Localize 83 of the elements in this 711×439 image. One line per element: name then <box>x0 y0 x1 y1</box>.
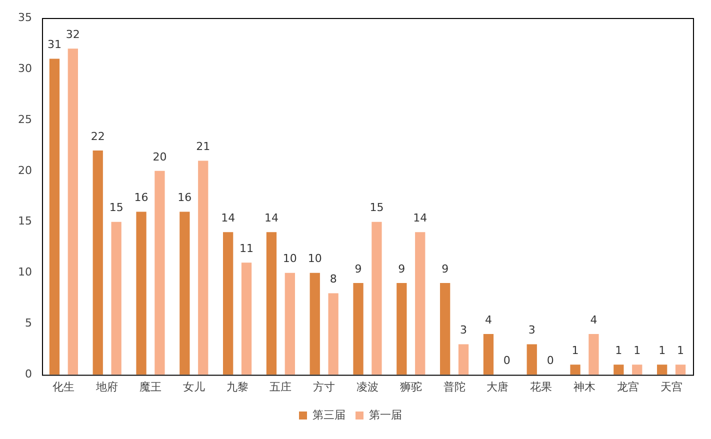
data-label: 21 <box>196 140 210 154</box>
data-label: 4 <box>484 313 492 326</box>
data-label: 22 <box>90 130 105 143</box>
data-label: 15 <box>109 201 124 214</box>
data-label: 1 <box>634 344 641 357</box>
y-tick-label: 10 <box>18 266 32 279</box>
bar <box>458 344 469 375</box>
x-tick-label: 五庄 <box>270 380 292 394</box>
y-tick-label: 5 <box>24 316 32 330</box>
y-tick-label: 30 <box>18 62 32 75</box>
x-tick-label: 天宫 <box>660 380 682 394</box>
bar <box>440 283 450 375</box>
bar <box>372 222 382 375</box>
y-tick-label: 20 <box>18 164 32 177</box>
data-label: 16 <box>178 191 192 204</box>
data-label: 32 <box>66 28 80 41</box>
y-tick-label: 0 <box>24 368 32 381</box>
bar <box>526 344 537 375</box>
x-tick-label: 狮驼 <box>400 380 422 394</box>
x-tick-label: 凌波 <box>356 380 378 394</box>
bar <box>154 170 165 375</box>
x-tick-label: 花果 <box>530 380 552 394</box>
bar <box>180 212 190 375</box>
data-label: 1 <box>658 344 666 357</box>
data-label: 20 <box>152 150 167 164</box>
x-tick-label: 地府 <box>95 380 118 394</box>
data-label: 1 <box>615 344 622 357</box>
bar <box>415 232 426 375</box>
bar <box>284 272 295 375</box>
data-label: 14 <box>264 211 278 224</box>
y-tick-label: 35 <box>18 10 32 24</box>
bar <box>588 334 599 375</box>
bar <box>310 272 320 375</box>
bar <box>49 58 60 375</box>
x-tick-label: 女儿 <box>182 380 205 394</box>
bar <box>136 212 146 375</box>
bar <box>266 232 277 375</box>
x-tick-label: 龙宫 <box>616 380 639 394</box>
bar <box>675 364 686 375</box>
bar <box>68 48 78 375</box>
data-label: 8 <box>330 272 337 286</box>
data-label: 1 <box>572 344 579 357</box>
data-label: 10 <box>308 252 322 266</box>
data-label: 14 <box>221 211 236 224</box>
data-label: 10 <box>282 252 297 266</box>
bar <box>614 364 624 375</box>
data-label: 16 <box>134 191 148 204</box>
bar <box>632 364 642 375</box>
y-tick-label: 15 <box>18 214 32 228</box>
bar <box>92 150 103 375</box>
data-label: 9 <box>354 262 362 276</box>
data-label: 3 <box>528 324 536 337</box>
bar <box>353 283 364 375</box>
x-tick-label: 神木 <box>574 380 596 394</box>
bar <box>657 364 668 375</box>
data-label: 14 <box>413 211 428 224</box>
bar <box>198 160 208 375</box>
bar <box>328 293 338 375</box>
data-label: 11 <box>240 242 254 256</box>
data-label: 0 <box>546 354 554 368</box>
y-tick-label: 25 <box>18 112 32 126</box>
data-label: 9 <box>398 262 406 276</box>
bar <box>241 262 252 375</box>
bar <box>223 232 234 375</box>
legend-label: 第一届 <box>369 408 402 422</box>
x-tick-label: 方寸 <box>313 380 336 394</box>
x-tick-label: 大唐 <box>486 380 509 394</box>
data-label: 1 <box>677 344 684 357</box>
x-tick-label: 九黎 <box>226 380 248 394</box>
legend-label: 第三届 <box>312 408 346 422</box>
bar <box>396 283 407 375</box>
data-label: 4 <box>590 313 598 326</box>
data-label: 0 <box>503 354 510 368</box>
x-tick-label: 化生 <box>52 380 75 394</box>
data-label: 31 <box>47 38 62 52</box>
bar <box>111 222 122 375</box>
data-label: 3 <box>460 324 468 337</box>
data-label: 15 <box>370 201 384 214</box>
bar <box>483 334 494 375</box>
x-tick-label: 普陀 <box>443 380 466 394</box>
bar <box>570 364 580 375</box>
x-tick-label: 魔王 <box>140 380 162 394</box>
data-label: 9 <box>442 262 449 276</box>
